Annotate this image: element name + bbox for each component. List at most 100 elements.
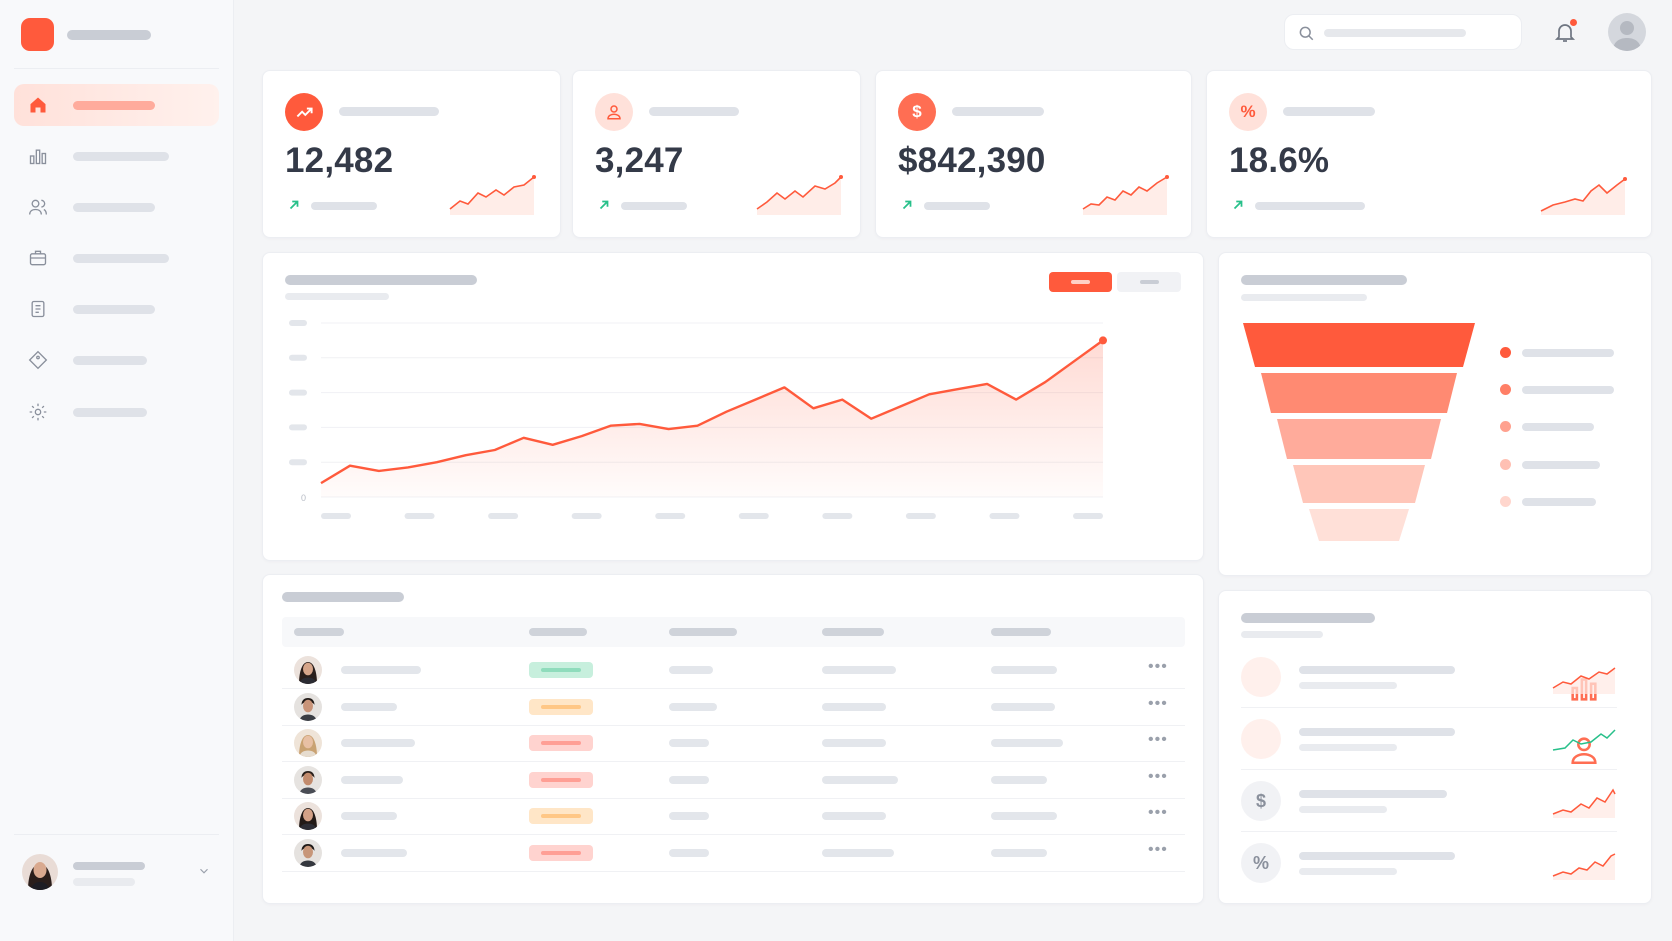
funnel-legend-item — [1500, 494, 1630, 508]
more-horizontal-icon[interactable]: ••• — [1148, 840, 1168, 858]
dollar-icon: $ — [1241, 781, 1281, 821]
metric-sparkline — [1552, 788, 1616, 818]
sidebar-item-analytics[interactable] — [14, 135, 219, 177]
search-icon — [1299, 26, 1314, 41]
cell-value — [669, 812, 709, 820]
table-row[interactable]: ••• — [282, 651, 1185, 689]
brand-name-placeholder — [67, 30, 151, 40]
search-input[interactable] — [1284, 14, 1522, 50]
more-horizontal-icon[interactable]: ••• — [1148, 767, 1168, 785]
funnel-stage-1 — [1243, 323, 1475, 367]
sidebar-divider-bottom — [14, 834, 219, 835]
kpi-value: 18.6% — [1229, 141, 1330, 180]
table-row[interactable]: ••• — [282, 834, 1185, 872]
sidebar-item-settings[interactable] — [14, 391, 219, 433]
arrow-up-right-icon — [1233, 200, 1243, 210]
more-horizontal-icon[interactable]: ••• — [1148, 658, 1168, 675]
x-tick-label — [989, 513, 1020, 519]
chart-subtitle — [285, 293, 389, 300]
area-chart: 0 — [289, 320, 1107, 519]
y-tick-label — [289, 320, 307, 326]
notification-badge — [1569, 18, 1578, 27]
user-icon — [1241, 719, 1597, 765]
users-icon — [29, 199, 47, 215]
kpi-change-label — [311, 202, 377, 210]
metric-sparkline — [1552, 667, 1616, 694]
cell-value — [991, 739, 1063, 747]
table-row[interactable]: ••• — [282, 761, 1185, 799]
more-horizontal-icon[interactable]: ••• — [1148, 804, 1168, 821]
more-horizontal-icon[interactable]: ••• — [1148, 731, 1168, 748]
gear-icon — [29, 403, 47, 421]
dollar-icon: $ — [898, 93, 936, 131]
customer-name — [341, 739, 415, 747]
x-tick-label — [822, 513, 853, 519]
sidebar-divider — [14, 68, 219, 69]
cell-value — [822, 739, 886, 747]
cell-value — [669, 739, 709, 747]
y-tick-label — [289, 459, 307, 466]
user-icon — [595, 93, 633, 131]
sidebar-item-tags[interactable] — [14, 339, 219, 381]
sidebar — [0, 0, 234, 941]
kpi-value: 12,482 — [285, 141, 394, 180]
more-horizontal-icon[interactable]: ••• — [1148, 694, 1168, 712]
bar-chart-icon — [1241, 657, 1597, 701]
avatar — [294, 729, 322, 757]
x-tick-label — [905, 513, 936, 519]
customer-name — [341, 775, 403, 784]
customer-name — [341, 702, 397, 711]
status-badge — [529, 662, 593, 678]
arrow-up-right-icon — [902, 200, 912, 210]
cell-value — [991, 666, 1057, 674]
cell-value — [991, 775, 1047, 784]
kpi-change-label — [1255, 202, 1365, 210]
sidebar-item-reports[interactable] — [14, 288, 219, 330]
funnel-stage-2 — [1261, 373, 1457, 413]
table-row[interactable]: ••• — [282, 797, 1185, 835]
table-row[interactable]: ••• — [282, 688, 1185, 726]
kpi-sparkline — [1540, 177, 1627, 215]
metric-sparkline — [1552, 853, 1616, 880]
funnel-title — [1241, 275, 1407, 285]
status-badge — [529, 771, 593, 788]
y-tick-label — [289, 354, 307, 361]
performance-chart-card: 0 — [262, 252, 1204, 561]
metric-row[interactable] — [1241, 708, 1617, 770]
user-avatar[interactable] — [1608, 13, 1646, 51]
cell-value — [822, 848, 894, 857]
chart-range-toggle-active[interactable] — [1049, 272, 1112, 292]
kpi-card-3: $ $842,390 — [875, 70, 1192, 238]
kpi-sparkline — [1082, 175, 1169, 215]
status-badge — [529, 735, 593, 751]
home-icon — [30, 97, 46, 113]
table-row[interactable]: ••• — [282, 724, 1185, 762]
x-tick-label — [321, 513, 351, 519]
customer-name — [341, 812, 397, 820]
avatar — [294, 838, 322, 867]
document-icon — [31, 300, 45, 318]
avatar — [294, 802, 322, 830]
percent-icon: % — [1241, 843, 1281, 883]
tag-icon — [28, 350, 48, 370]
bell-icon[interactable] — [1553, 20, 1577, 44]
chart-range-toggle-inactive[interactable] — [1117, 272, 1181, 292]
table-header — [282, 617, 1185, 647]
metric-row[interactable]: % — [1241, 832, 1617, 894]
trending-up-icon — [285, 93, 323, 131]
y-tick-label — [289, 424, 307, 431]
cell-value — [991, 848, 1047, 857]
sidebar-item-projects[interactable] — [14, 237, 219, 279]
briefcase-icon — [29, 250, 47, 266]
kpi-title — [952, 107, 1044, 116]
brand-logo-icon[interactable] — [21, 18, 54, 51]
avatar-placeholder-icon — [1613, 21, 1641, 51]
sidebar-item-users[interactable] — [14, 186, 219, 228]
metric-row[interactable] — [1241, 646, 1617, 708]
funnel-legend-item — [1500, 345, 1630, 359]
cell-value — [669, 666, 713, 674]
user-profile-menu[interactable] — [14, 846, 219, 902]
sidebar-item-home[interactable] — [14, 84, 219, 126]
metric-row[interactable]: $ — [1241, 770, 1617, 832]
funnel-subtitle — [1241, 294, 1367, 301]
